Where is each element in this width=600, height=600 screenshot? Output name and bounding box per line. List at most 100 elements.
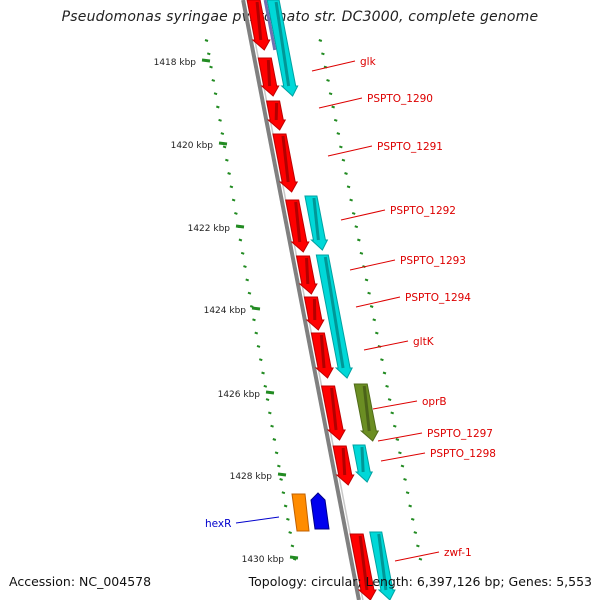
scale-minor-tick-left <box>209 65 213 69</box>
scale-major-tick <box>251 306 261 311</box>
gene-label[interactable]: PSPTO_1294 <box>405 292 471 304</box>
gene-label-leader-line <box>318 97 363 109</box>
scale-minor-tick-right <box>354 225 359 229</box>
scale-major-tick <box>235 224 245 229</box>
gene-label-leader-line <box>235 516 280 524</box>
gene-label[interactable]: PSPTO_1292 <box>390 205 456 217</box>
scale-minor-tick-right <box>385 384 389 388</box>
gene-label[interactable]: PSPTO_1297 <box>427 428 493 440</box>
accession-text: Accession: NC_004578 <box>9 574 152 589</box>
red-gene-arrow-shade <box>358 535 369 591</box>
scale-minor-tick-right <box>382 371 387 375</box>
scale-minor-tick-right <box>380 358 384 362</box>
gene-label[interactable]: PSPTO_1298 <box>430 448 496 460</box>
gene-label[interactable]: hexR <box>205 518 231 530</box>
scale-minor-tick-left <box>256 344 261 348</box>
gene-label[interactable]: zwf-1 <box>444 547 472 559</box>
scale-minor-tick-left <box>222 145 227 149</box>
scale-minor-tick-right <box>341 158 346 162</box>
scale-minor-tick-right <box>351 211 356 215</box>
gene-label[interactable]: PSPTO_1293 <box>400 255 466 267</box>
scale-minor-tick-left <box>281 491 286 495</box>
scale-minor-tick-right <box>349 198 353 202</box>
scale-minor-tick-right <box>387 398 392 402</box>
scale-minor-tick-right <box>321 52 325 56</box>
scale-minor-tick-left <box>270 424 274 428</box>
orange-gene-block <box>291 493 310 532</box>
scale-tick-label: 1418 kbp <box>154 58 197 68</box>
scale-minor-tick-right <box>390 411 395 415</box>
scale-minor-tick-left <box>204 39 209 42</box>
scale-minor-tick-right <box>392 424 397 428</box>
red-gene-arrow-shade <box>319 334 326 369</box>
scale-minor-tick-right <box>408 504 412 508</box>
gene-label[interactable]: oprB <box>422 396 447 408</box>
red-gene-arrow-shade <box>294 201 302 243</box>
gene-label-leader-line <box>372 400 418 410</box>
scale-minor-tick-right <box>398 451 402 455</box>
gene-label-leader-line <box>340 209 386 221</box>
scale-minor-tick-right <box>374 331 379 335</box>
scale-minor-tick-right <box>339 145 343 149</box>
overlap-gene-stripe <box>263 0 277 51</box>
scale-minor-tick-right <box>333 118 338 122</box>
scale-minor-tick-right <box>418 557 423 561</box>
scale-minor-tick-left <box>240 251 245 255</box>
gene-label-leader-line <box>380 452 426 462</box>
scale-major-tick <box>265 390 275 395</box>
gene-label[interactable]: glk <box>360 56 377 68</box>
scale-minor-tick-right <box>326 78 330 82</box>
backbone-line <box>241 0 361 600</box>
scale-minor-tick-right <box>367 291 371 295</box>
gene-label[interactable]: PSPTO_1290 <box>367 93 433 105</box>
scale-minor-tick-left <box>261 371 265 375</box>
gene-label-leader-line <box>355 296 401 308</box>
scale-minor-tick-right <box>331 105 335 109</box>
scale-minor-tick-left <box>229 185 234 189</box>
gene-label-leader-line <box>377 432 423 442</box>
scale-major-tick <box>277 472 287 477</box>
red-gene-arrow-shade <box>266 59 272 87</box>
scale-tick-label: 1430 kbp <box>242 555 285 565</box>
scale-minor-tick-left <box>254 331 259 335</box>
scale-minor-tick-left <box>218 118 222 122</box>
scale-minor-tick-right <box>410 517 415 521</box>
red-gene-arrow-shade <box>305 257 310 285</box>
scale-minor-tick-right <box>318 39 323 42</box>
scale-minor-tick-left <box>286 517 290 521</box>
cyan-gene-block-shade <box>312 197 320 241</box>
scale-minor-tick-left <box>220 132 225 136</box>
scale-minor-tick-left <box>225 158 229 162</box>
scale-minor-tick-left <box>290 544 295 548</box>
scale-tick-label: 1422 kbp <box>188 224 231 234</box>
scale-minor-tick-left <box>243 265 247 269</box>
scale-minor-tick-left <box>206 52 211 56</box>
red-gene-arrow-shade <box>281 135 290 183</box>
genome-summary-text: Topology: circular; Length: 6,397,126 bp… <box>248 574 592 589</box>
scale-minor-tick-left <box>245 278 250 282</box>
cyan-gene-block-shade <box>274 1 291 87</box>
red-gene-arrow-shade <box>255 1 263 41</box>
scale-minor-tick-right <box>413 531 418 535</box>
red-gene-arrow-shade <box>341 447 347 476</box>
scale-major-tick <box>218 141 228 146</box>
gene-label[interactable]: PSPTO_1291 <box>377 141 443 153</box>
gene-label-leader-line <box>363 340 409 351</box>
gene-label[interactable]: gltK <box>413 336 435 348</box>
scale-minor-tick-left <box>231 198 236 202</box>
gene-label-leader-line <box>327 145 373 157</box>
scale-minor-tick-left <box>274 451 279 455</box>
scale-minor-tick-right <box>369 305 374 308</box>
scale-minor-tick-left <box>279 477 283 481</box>
scale-minor-tick-right <box>357 238 361 242</box>
scale-minor-tick-left <box>234 211 238 215</box>
scale-minor-tick-right <box>403 477 407 481</box>
scale-minor-tick-right <box>359 251 364 255</box>
gene-label-leader-line <box>349 259 396 271</box>
scale-minor-tick-right <box>372 318 377 322</box>
olive-gene-block-shade <box>362 385 371 432</box>
cyan-gene-block-shade <box>323 256 345 369</box>
cyan-gene-block-shade <box>360 446 365 473</box>
